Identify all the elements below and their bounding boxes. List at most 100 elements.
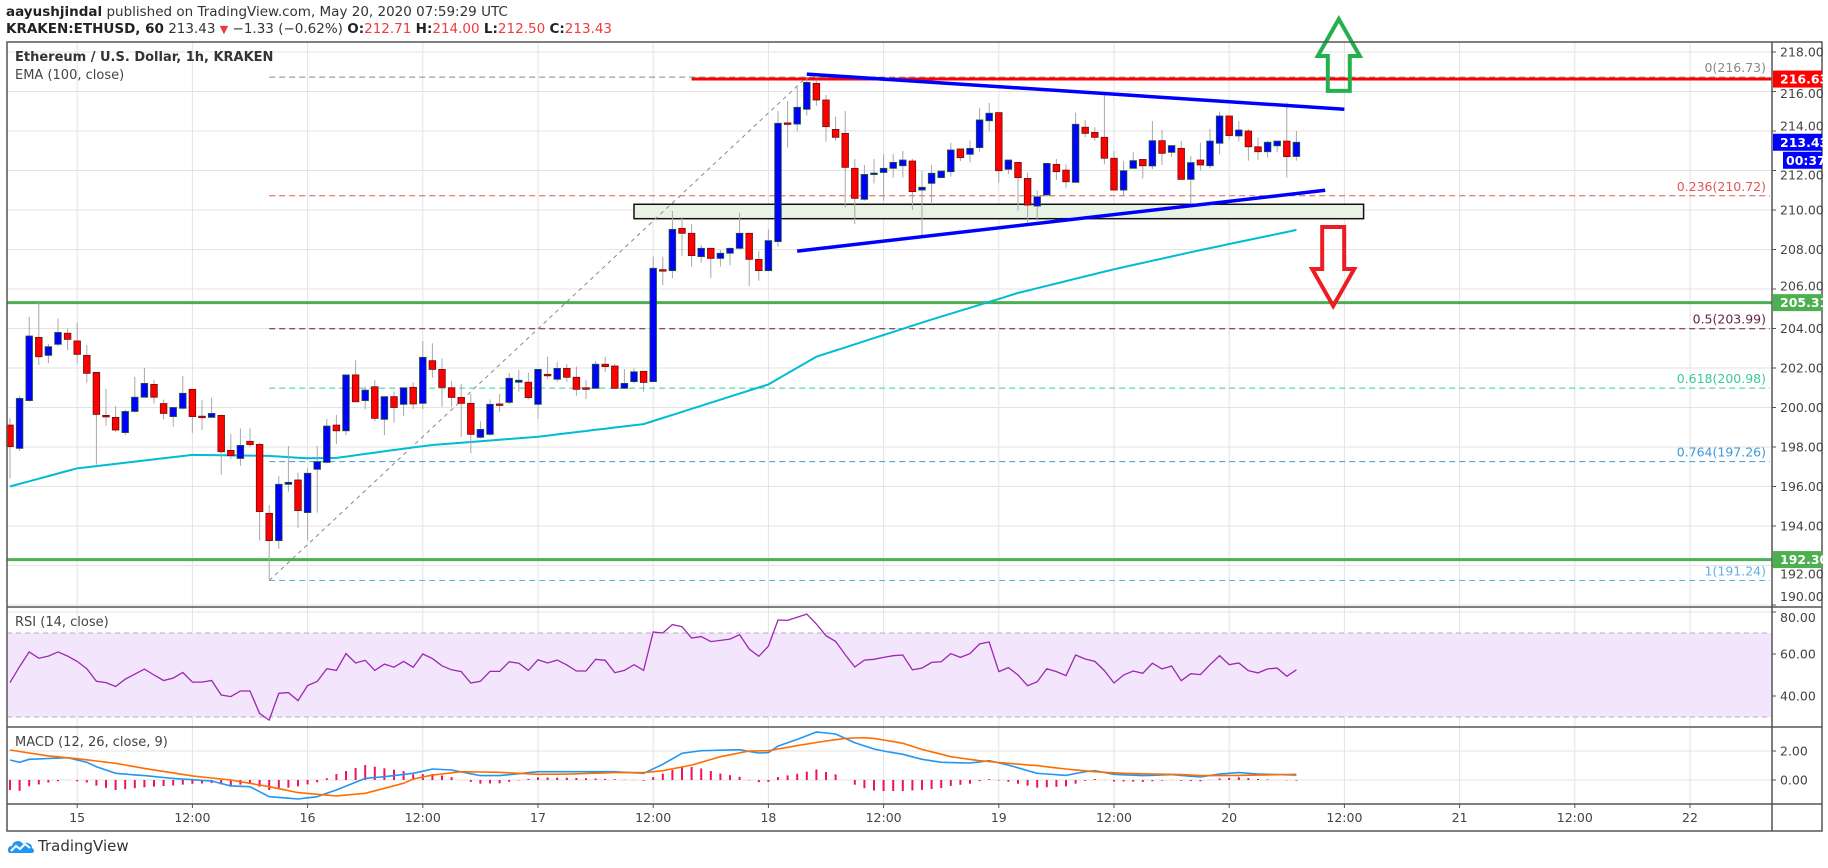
price-tick-label: 204.00 bbox=[1780, 321, 1824, 336]
time-tick-label[interactable]: 22 bbox=[1682, 810, 1698, 825]
candle-body bbox=[678, 227, 686, 234]
candle-body bbox=[1244, 130, 1253, 148]
candle-body bbox=[188, 388, 197, 417]
countdown-badge bbox=[1783, 151, 1822, 169]
candle-body bbox=[409, 386, 417, 405]
time-tick-label[interactable]: 12:00 bbox=[1096, 810, 1132, 825]
candle-body bbox=[1273, 140, 1281, 147]
price-tick-label: 216.00 bbox=[1780, 86, 1824, 101]
candle-body bbox=[841, 132, 849, 168]
red-down-arrow-icon[interactable] bbox=[1308, 224, 1358, 311]
candle-body bbox=[582, 387, 590, 390]
horizontal-lines[interactable] bbox=[7, 77, 1772, 562]
candle-body bbox=[1004, 159, 1013, 170]
candle-body bbox=[486, 403, 494, 435]
rsi-band bbox=[7, 632, 1772, 718]
candle-body bbox=[1110, 157, 1118, 191]
price-tick-label: 194.00 bbox=[1780, 519, 1824, 534]
price-tick-label: 208.00 bbox=[1780, 242, 1824, 257]
time-tick-label[interactable]: 12:00 bbox=[1326, 810, 1362, 825]
axes[interactable]: 190.00192.00194.00196.00198.00200.00202.… bbox=[69, 45, 1828, 826]
time-tick-label[interactable]: 12:00 bbox=[866, 810, 902, 825]
time-tick-label[interactable]: 17 bbox=[530, 810, 546, 825]
green-up-arrow-icon[interactable] bbox=[1314, 14, 1364, 93]
candle-body bbox=[265, 512, 273, 542]
time-tick-label[interactable]: 16 bbox=[300, 810, 316, 825]
price-badge bbox=[1773, 551, 1822, 569]
time-tick-label[interactable]: 21 bbox=[1452, 810, 1468, 825]
candle-body bbox=[1139, 159, 1147, 167]
price-badge-label: 192.30 bbox=[1780, 552, 1828, 567]
candle-body bbox=[870, 172, 878, 175]
candle-body bbox=[25, 335, 33, 401]
countdown-label: 00:37 bbox=[1786, 153, 1826, 168]
time-tick-label[interactable]: 12:00 bbox=[1557, 810, 1593, 825]
candle-body bbox=[1158, 140, 1166, 154]
candle-body bbox=[236, 445, 245, 459]
candle-body bbox=[179, 392, 187, 409]
time-tick-label[interactable]: 15 bbox=[69, 810, 85, 825]
chart-frame bbox=[6, 41, 1823, 832]
time-tick-label[interactable]: 18 bbox=[760, 810, 776, 825]
price-tick-label: 206.00 bbox=[1780, 279, 1824, 294]
fibonacci-retracement[interactable]: 0(216.73) 0.236(210.72) 0.5(203.99) 0.618(2… bbox=[268, 60, 1770, 582]
close-value: 213.43 bbox=[564, 21, 613, 37]
time-tick-label[interactable]: 12:00 bbox=[405, 810, 441, 825]
candle-body bbox=[1148, 140, 1157, 167]
time-tick-label[interactable]: 19 bbox=[991, 810, 1007, 825]
candle-body bbox=[755, 258, 763, 272]
candle-body bbox=[121, 411, 129, 433]
candle-body bbox=[860, 174, 869, 200]
candle-body bbox=[899, 159, 907, 167]
series-title[interactable]: Ethereum / U.S. Dollar, 1h, KRAKEN bbox=[15, 50, 274, 65]
fib-level-label: 0.236(210.72) bbox=[1677, 179, 1766, 194]
rsi-legend[interactable]: RSI (14, close) bbox=[15, 615, 109, 630]
candle-body bbox=[15, 398, 24, 449]
candle-body bbox=[159, 403, 168, 414]
candle-body bbox=[419, 356, 427, 404]
time-tick-label[interactable]: 12:00 bbox=[635, 810, 671, 825]
ema-legend[interactable]: EMA (100, close) bbox=[15, 68, 125, 83]
time-tick-label[interactable]: 20 bbox=[1221, 810, 1237, 825]
candle-body bbox=[342, 374, 350, 432]
candle-body bbox=[1043, 162, 1051, 196]
open-label: O: bbox=[347, 21, 365, 37]
candle-body bbox=[745, 232, 753, 260]
candle-body bbox=[294, 479, 302, 511]
candle-body bbox=[774, 122, 782, 242]
candle-body bbox=[1167, 145, 1176, 153]
candle-body bbox=[44, 346, 53, 356]
time-tick-label[interactable]: 12:00 bbox=[174, 810, 210, 825]
candle-body bbox=[687, 232, 696, 257]
triangle-trendlines[interactable] bbox=[796, 72, 1345, 253]
candle-body bbox=[1283, 140, 1291, 158]
trendline[interactable] bbox=[796, 188, 1326, 253]
candle-body bbox=[131, 396, 139, 412]
open-value: 212.71 bbox=[364, 21, 412, 37]
candle-body bbox=[1014, 162, 1022, 179]
price-badge-label: 213.43 bbox=[1780, 135, 1828, 150]
rsi-tick-label: 40.00 bbox=[1780, 689, 1816, 704]
candle-body bbox=[83, 354, 91, 374]
tradingview-logo[interactable]: TradingView bbox=[8, 837, 129, 855]
candle-body bbox=[332, 424, 341, 432]
candle-body bbox=[764, 240, 773, 272]
price-tick-label: 192.00 bbox=[1780, 567, 1824, 582]
candle-body bbox=[879, 167, 888, 173]
candle-body bbox=[668, 228, 677, 272]
candle-body bbox=[995, 112, 1003, 172]
publisher-name[interactable]: aayushjindal bbox=[6, 4, 103, 20]
candle-body bbox=[198, 415, 206, 419]
support-zone[interactable] bbox=[633, 203, 1365, 220]
price-badge bbox=[1773, 70, 1822, 88]
candle-body bbox=[255, 444, 264, 512]
arrows[interactable] bbox=[1308, 14, 1364, 311]
macd-legend[interactable]: MACD (12, 26, close, 9) bbox=[15, 735, 168, 750]
candle-body bbox=[1263, 141, 1272, 153]
candle-body bbox=[716, 252, 725, 259]
trendline[interactable] bbox=[806, 72, 1345, 112]
fib-level-label: 0(216.73) bbox=[1705, 60, 1766, 75]
macd-lines bbox=[9, 731, 1298, 800]
candle-body bbox=[495, 403, 504, 406]
